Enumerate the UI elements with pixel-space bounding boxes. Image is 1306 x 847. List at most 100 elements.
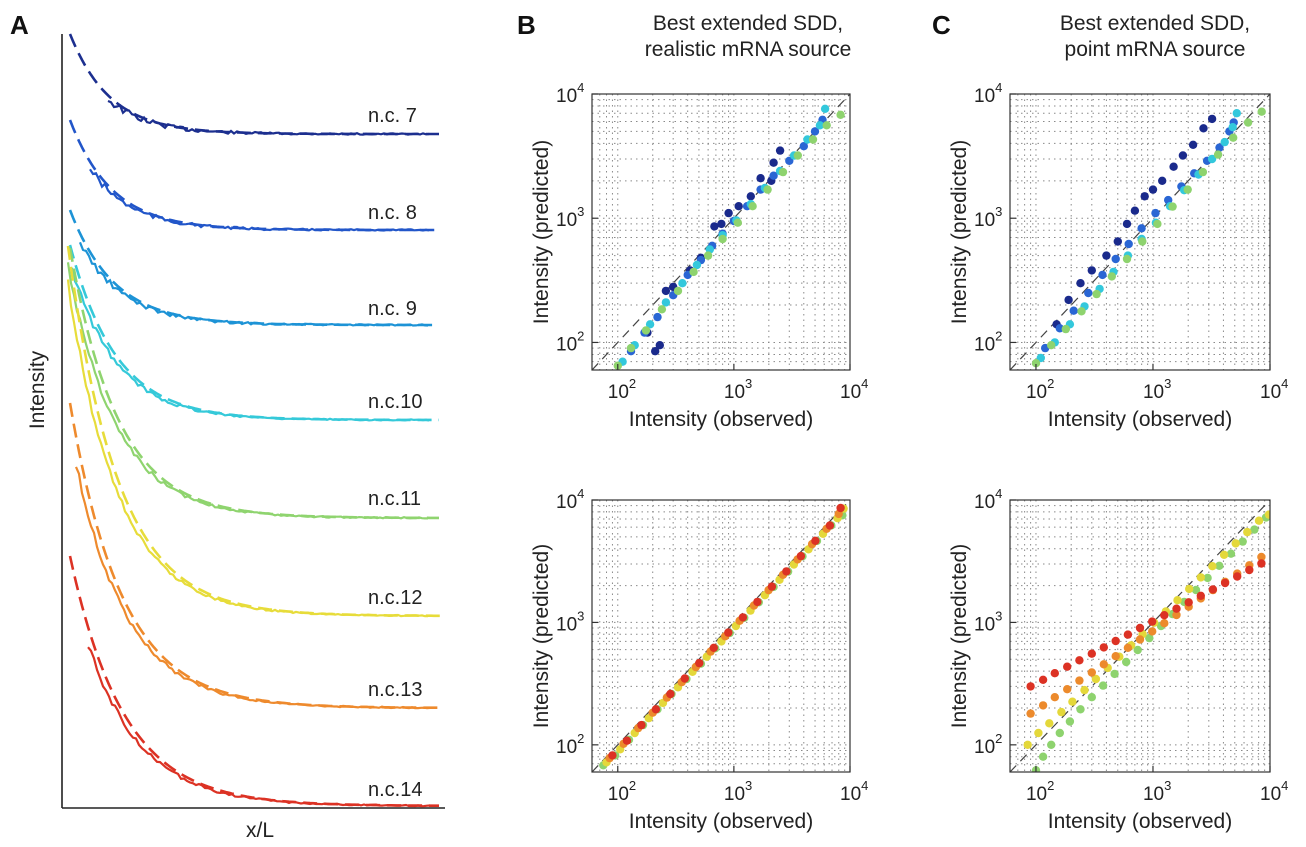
- data-point: [822, 121, 831, 130]
- data-point: [815, 121, 825, 130]
- curve-nc-8: n.c. 8: [68, 119, 439, 232]
- curve-nc-7: n.c. 7: [68, 33, 439, 136]
- data-point: [775, 146, 785, 155]
- data-point: [1076, 279, 1085, 288]
- series-3: [1031, 107, 1266, 368]
- data-point: [1080, 685, 1089, 695]
- data-point: [1183, 185, 1192, 194]
- data-point: [1023, 740, 1032, 749]
- data-point: [680, 674, 689, 683]
- data-point: [1207, 154, 1217, 164]
- data-point: [1077, 307, 1086, 316]
- scatter-plot-c-bottom: 102 103 104 102 103 104 Intensity (observed) In…: [948, 486, 1288, 833]
- data-point: [756, 174, 765, 183]
- series-1: [1023, 510, 1270, 749]
- curve-data-line: [66, 279, 429, 618]
- data-point: [1087, 266, 1097, 275]
- data-point: [1231, 539, 1240, 548]
- data-point: [1111, 254, 1120, 264]
- data-point: [769, 158, 778, 167]
- data-point: [689, 267, 698, 277]
- data-point: [1196, 591, 1206, 600]
- x-tick-label: 102: [608, 376, 636, 403]
- data-point: [1250, 525, 1259, 534]
- data-point: [1110, 669, 1119, 679]
- data-point: [767, 582, 777, 591]
- data-point: [692, 260, 702, 270]
- curve-label: n.c.12: [368, 587, 422, 609]
- data-point: [1220, 137, 1229, 147]
- data-point: [733, 218, 742, 227]
- data-point: [1123, 643, 1133, 652]
- data-point: [1243, 118, 1253, 127]
- data-point: [703, 251, 713, 260]
- data-point: [820, 104, 830, 114]
- x-tick-label: 103: [724, 376, 752, 403]
- data-points: [599, 503, 848, 770]
- data-point: [1215, 561, 1224, 570]
- x-tick-label: 102: [608, 778, 636, 805]
- data-point: [1038, 675, 1048, 684]
- data-point: [1151, 208, 1160, 218]
- data-point: [1098, 270, 1107, 280]
- data-point: [645, 320, 655, 329]
- series-0: [1052, 114, 1217, 329]
- x-tick-label: 102: [1026, 376, 1054, 403]
- x-axis-label: Intensity (observed): [1048, 810, 1232, 833]
- data-point: [1064, 295, 1073, 305]
- curve-label: n.c.10: [368, 391, 422, 413]
- data-point: [1153, 219, 1162, 229]
- data-point: [1087, 668, 1097, 677]
- data-point: [1137, 224, 1146, 233]
- data-point: [709, 643, 718, 652]
- data-point: [717, 219, 726, 229]
- plot-frame: [591, 499, 851, 773]
- data-point: [1160, 611, 1169, 620]
- y-tick-label: 103: [974, 608, 1002, 635]
- data-point: [1148, 627, 1157, 636]
- data-point: [1087, 649, 1097, 658]
- data-point: [1254, 516, 1264, 525]
- data-point: [1068, 697, 1077, 706]
- data-point: [1232, 109, 1242, 118]
- data-point: [651, 347, 660, 356]
- y-axis-label: Intensity (predicted): [948, 140, 971, 324]
- data-point: [1026, 709, 1035, 718]
- data-point: [1135, 635, 1145, 644]
- data-point: [1075, 656, 1084, 665]
- series-2: [1036, 109, 1242, 363]
- data-point: [1173, 596, 1182, 605]
- y-tick-label: 102: [556, 328, 584, 355]
- panel-b-title-line2: realistic mRNA source: [645, 38, 852, 61]
- data-point: [1188, 140, 1198, 149]
- data-point: [1148, 185, 1158, 194]
- curve-label: n.c. 8: [368, 202, 417, 224]
- panel-a-curves: n.c. 7 n.c. 8 n.c. 9 n.c.10 n.c.11 n.c.12 n.c.…: [66, 33, 440, 808]
- data-point: [1168, 202, 1177, 211]
- x-tick-label: 103: [1143, 778, 1171, 805]
- data-point: [1257, 559, 1266, 568]
- data-point: [1026, 682, 1035, 691]
- data-point: [1063, 685, 1072, 694]
- data-point: [1055, 728, 1065, 738]
- y-tick-label: 103: [556, 204, 584, 231]
- grid: [592, 94, 850, 370]
- y-axis-label: Intensity (predicted): [530, 140, 553, 324]
- data-point: [653, 312, 662, 322]
- data-point: [1124, 239, 1133, 249]
- curve-data-line: [78, 241, 429, 327]
- data-point: [678, 279, 687, 288]
- y-tick-label: 104: [556, 80, 584, 107]
- data-point: [1226, 549, 1236, 558]
- curve-nc-9: n.c. 9: [68, 209, 439, 327]
- data-point: [1087, 693, 1097, 702]
- curve-nc-10: n.c.10: [68, 244, 439, 422]
- data-point: [1233, 572, 1242, 581]
- curve-data-line: [70, 267, 430, 422]
- data-point: [1184, 598, 1193, 607]
- data-point: [1047, 341, 1056, 350]
- data-point: [836, 503, 845, 513]
- data-point: [1148, 617, 1157, 626]
- data-point: [1050, 693, 1060, 702]
